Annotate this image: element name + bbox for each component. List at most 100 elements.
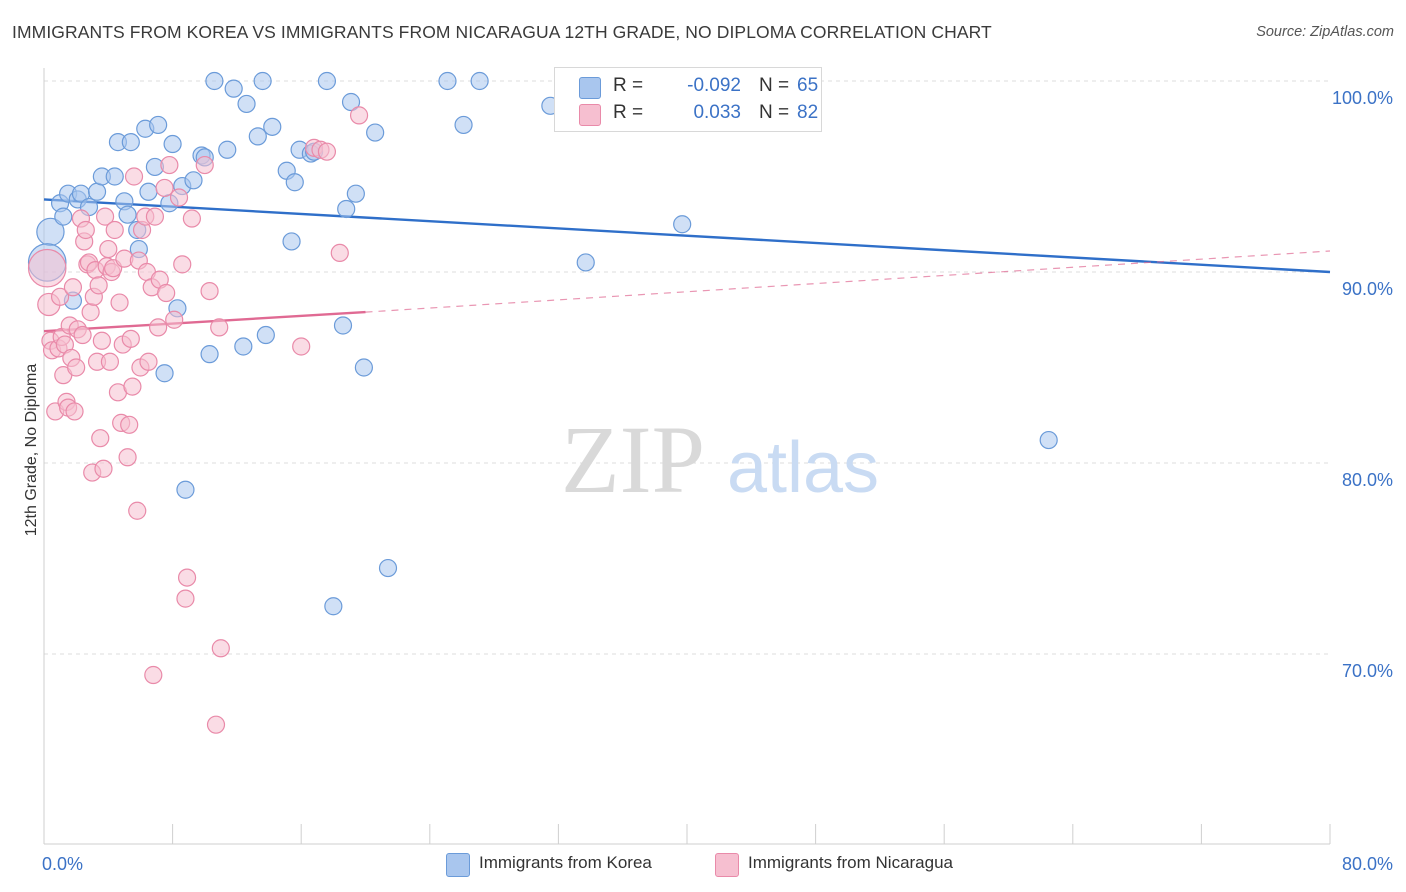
- nicaragua-point: [99, 239, 118, 259]
- nicaragua-point: [165, 310, 184, 329]
- y-tick-label: 70.0%: [1342, 661, 1393, 681]
- nicaragua-point: [292, 337, 311, 356]
- gridlines: [44, 80, 1330, 655]
- nicaragua-point: [182, 209, 201, 228]
- legend-n-value: 65: [797, 75, 819, 96]
- korea-legend-swatch: [446, 853, 470, 877]
- nicaragua-point: [105, 220, 124, 240]
- nicaragua-point: [91, 429, 110, 448]
- nicaragua-point: [94, 459, 113, 478]
- data-points: [27, 71, 1058, 734]
- tick-labels: 100.0% 90.0% 80.0% 70.0% 0.0% 80.0%: [42, 88, 1393, 874]
- legend-n-label: N =: [759, 102, 790, 123]
- source-credit: Source: ZipAtlas.com: [1256, 24, 1394, 40]
- nicaragua-point: [124, 167, 144, 186]
- nicaragua-point: [118, 448, 137, 467]
- korea-point: [337, 199, 356, 219]
- korea-point: [285, 173, 304, 192]
- korea-point: [438, 71, 457, 91]
- watermark: ZIP atlas: [561, 406, 879, 513]
- chart-title: IMMIGRANTS FROM KOREA VS IMMIGRANTS FROM…: [12, 22, 992, 42]
- nicaragua-point: [210, 318, 229, 337]
- correlation-legend: R = -0.092 N = 65 R = 0.033 N = 82: [554, 67, 822, 132]
- nicaragua-point: [121, 329, 140, 348]
- korea-point: [205, 71, 224, 91]
- korea-point: [253, 71, 272, 91]
- nicaragua-point: [67, 358, 86, 377]
- legend-r-label: R =: [613, 75, 644, 96]
- nicaragua-point: [63, 278, 83, 297]
- korea-point: [184, 171, 203, 190]
- korea-point: [118, 205, 137, 224]
- legend-r-label: R =: [613, 102, 644, 123]
- nicaragua-point: [173, 255, 192, 274]
- korea-point: [54, 207, 73, 226]
- legend-r-value: 0.033: [693, 102, 741, 123]
- korea-point: [237, 94, 256, 114]
- nicaragua-point: [27, 248, 67, 288]
- nicaragua-point: [76, 220, 95, 240]
- nicaragua-legend-label: Immigrants from Nicaragua: [748, 853, 954, 872]
- korea-point: [454, 115, 473, 135]
- korea-point: [176, 480, 195, 499]
- y-tick-label: 90.0%: [1342, 279, 1393, 299]
- korea-legend-label: Immigrants from Korea: [479, 853, 652, 872]
- nicaragua-point: [160, 155, 179, 175]
- nicaragua-point: [95, 207, 115, 226]
- nicaragua-point: [73, 325, 92, 345]
- x-tick-label: 80.0%: [1342, 854, 1393, 874]
- korea-point: [333, 316, 353, 335]
- y-axis-label: 12th Grade, No Diploma: [23, 363, 40, 537]
- nicaragua-point: [211, 639, 230, 658]
- korea-point: [218, 140, 237, 159]
- nicaragua-point: [139, 352, 158, 371]
- nicaragua-legend-swatch: [715, 853, 739, 877]
- nicaragua-point: [89, 276, 108, 295]
- korea-trend-line: [43, 198, 1331, 274]
- korea-point: [121, 133, 140, 152]
- axes: [43, 68, 1331, 845]
- nicaragua-point: [349, 106, 369, 125]
- nicaragua-point: [206, 715, 226, 734]
- nicaragua-point: [81, 303, 100, 322]
- korea-point: [139, 182, 158, 201]
- korea-point: [263, 117, 282, 136]
- korea-point: [200, 345, 219, 364]
- nicaragua-point: [317, 142, 337, 161]
- trend-lines: [43, 198, 1331, 333]
- nicaragua-point: [149, 318, 168, 337]
- korea-point: [149, 115, 168, 135]
- korea-point: [1039, 430, 1058, 450]
- korea-point: [105, 167, 124, 186]
- nicaragua-swatch: [579, 104, 601, 126]
- watermark-zip: ZIP: [561, 406, 705, 513]
- korea-point: [673, 215, 692, 234]
- korea-point: [87, 182, 107, 201]
- korea-point: [341, 92, 361, 112]
- y-tick-label: 80.0%: [1342, 470, 1393, 490]
- nicaragua-point: [145, 207, 165, 226]
- korea-point: [256, 325, 275, 345]
- korea-point: [354, 358, 373, 377]
- legend-n-label: N =: [759, 75, 790, 96]
- legend-n-value: 82: [797, 102, 819, 123]
- korea-swatch: [579, 77, 601, 99]
- nicaragua-point: [157, 283, 176, 303]
- legend-r-value: -0.092: [687, 75, 741, 96]
- nicaragua-point: [92, 331, 111, 350]
- x-tick-label: 0.0%: [42, 854, 83, 874]
- korea-point: [378, 558, 398, 578]
- korea-point: [317, 71, 337, 91]
- korea-point: [346, 184, 365, 203]
- korea-point: [282, 232, 301, 251]
- nicaragua-point: [65, 402, 84, 421]
- nicaragua-point: [144, 665, 163, 685]
- y-tick-label: 100.0%: [1332, 88, 1393, 108]
- nicaragua-point: [100, 352, 120, 371]
- nicaragua-point: [195, 155, 214, 175]
- korea-point: [224, 79, 243, 98]
- korea-point: [366, 123, 385, 142]
- watermark-atlas: atlas: [727, 428, 879, 508]
- korea-point: [163, 134, 182, 154]
